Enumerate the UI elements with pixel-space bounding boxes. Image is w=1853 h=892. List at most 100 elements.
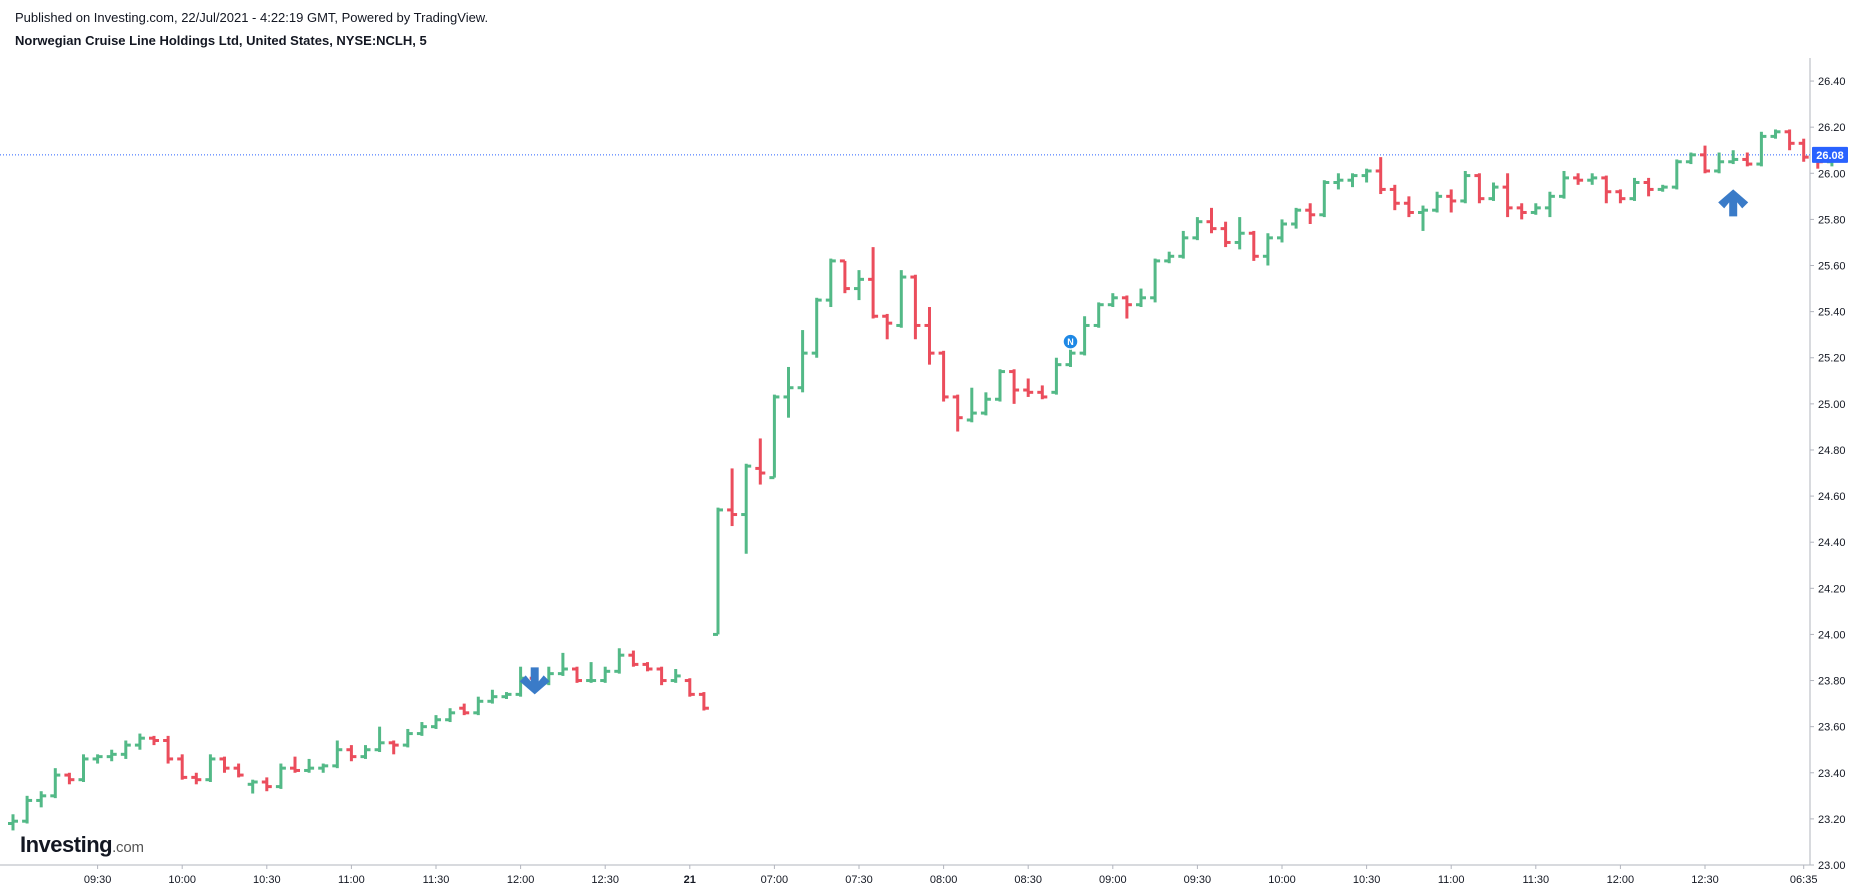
ohlc-bar [713,507,723,636]
ohlc-bar [233,763,244,778]
ohlc-bar [1206,207,1217,234]
ohlc-bar [247,779,258,794]
ohlc-bar [1798,138,1809,162]
y-tick-label: 26.00 [1818,168,1846,180]
ohlc-bar [1023,378,1034,397]
ohlc-bar [1756,131,1767,167]
ohlc-bar [1291,207,1302,229]
ohlc-bar [205,754,216,782]
x-tick-label: 10:30 [1353,874,1381,886]
ohlc-bar [1347,173,1358,188]
ohlc-bar [64,772,75,785]
ohlc-bar [896,270,907,328]
ohlc-bar [1121,295,1132,319]
ohlc-bar [275,763,286,789]
x-tick-label: 11:00 [1438,874,1465,886]
ohlc-bar [1728,150,1739,165]
ohlc-bar [1361,168,1372,183]
ohlc-bar [966,387,977,423]
ohlc-bar [1136,288,1146,308]
ohlc-bar [1446,189,1457,213]
y-tick-label: 25.00 [1818,399,1846,411]
x-tick-label: 08:00 [930,874,958,886]
ohlc-bar [1079,316,1090,356]
ohlc-bar [854,270,864,301]
ohlc-bar [134,733,145,750]
x-tick-label: 12:30 [591,874,619,886]
symbol-title: Norwegian Cruise Line Holdings Ltd, Unit… [15,33,427,48]
ohlc-bar [614,648,625,674]
ohlc-bar [177,754,188,780]
ohlc-bar [938,350,949,402]
ohlc-bar [1093,302,1104,328]
ohlc-bar [360,745,371,759]
news-badge [1062,333,1079,350]
ohlc-bar [839,259,850,294]
y-tick-label: 26.20 [1818,122,1846,134]
ohlc-bar [459,703,470,716]
ohlc-bar [1164,251,1175,264]
ohlc-bar [825,258,836,308]
ohlc-bar [106,749,117,762]
ohlc-bar [1629,177,1640,201]
ohlc-bar [628,650,639,667]
y-tick-label: 24.60 [1818,491,1846,503]
ohlc-bar [191,772,202,785]
x-tick-label: 10:00 [168,874,196,886]
investing-logo: Investing.com [20,832,144,858]
ohlc-bar [741,463,752,554]
ohlc-bar [290,756,300,773]
ohlc-bar [1305,203,1316,225]
ohlc-bar [501,692,512,699]
ohlc-bar [261,777,272,792]
ohlc-bar [1474,173,1485,204]
ohlc-bar [1671,159,1682,190]
ohlc-bar [346,745,357,762]
ohlc-bar [1107,293,1118,308]
ohlc-bar [1375,157,1386,195]
ohlc-bar [1009,369,1020,404]
y-tick-label: 25.40 [1818,307,1846,319]
x-tick-label: 12:00 [1607,874,1635,886]
ohlc-bar [755,438,766,485]
ohlc-bar [473,696,484,716]
x-tick-label: 09:00 [1099,874,1127,886]
ohlc-bar [1037,385,1048,400]
ohlc-bar [416,722,427,736]
y-tick-label: 23.80 [1818,676,1846,688]
x-tick-label: 06:35 [1790,874,1818,886]
ohlc-bar [149,735,159,746]
ohlc-bar [769,394,780,480]
y-tick-label: 23.60 [1818,722,1846,734]
arrow-up-marker [1718,189,1749,217]
ohlc-bar [1178,230,1189,259]
x-tick-label: 07:30 [845,874,873,886]
ohlc-bar [8,814,18,831]
ohlc-bar [36,791,47,808]
ohlc-bar [995,369,1005,402]
ohlc-bar [431,715,441,729]
x-tick-label: 08:30 [1014,874,1042,886]
ohlc-bar [868,247,879,319]
last-price-label-bg [1812,146,1848,163]
ohlc-bar [1544,191,1555,218]
ohlc-bar [445,708,456,723]
ohlc-bar [332,740,343,769]
ohlc-bar [1685,152,1696,165]
x-tick-label: 11:30 [1522,874,1549,886]
ohlc-bar [642,662,653,672]
x-tick-label: 11:30 [423,874,450,886]
y-tick-label: 23.00 [1818,860,1846,872]
x-tick-label: 11:00 [338,874,365,886]
ohlc-bar [1615,189,1626,204]
ohlc-bar [120,740,131,759]
ohlc-bar [1742,152,1753,167]
x-tick-label: 21 [684,874,696,886]
ohlc-bar [952,394,963,432]
ohlc-bar [1333,173,1344,190]
y-tick-label: 25.20 [1818,353,1846,365]
y-tick-label: 26.40 [1818,76,1846,88]
x-tick-label: 10:00 [1268,874,1296,886]
ohlc-bar [656,666,667,686]
